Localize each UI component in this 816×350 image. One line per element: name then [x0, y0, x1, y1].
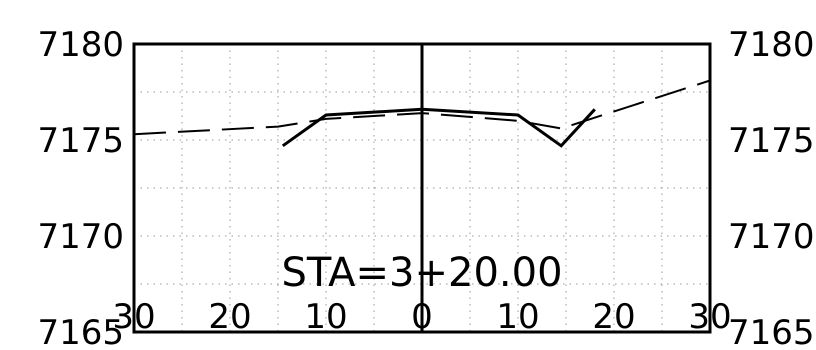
y-tick-label-left: 7180	[37, 25, 124, 65]
y-axis-labels-left: 7165 7170 7175 7180	[37, 25, 124, 350]
x-tick-label: 10	[496, 297, 539, 337]
y-tick-label-left: 7175	[37, 121, 124, 161]
grid-lines	[134, 44, 710, 332]
y-tick-label-right: 7175	[728, 121, 815, 161]
station-label: STA=3+20.00	[281, 250, 562, 296]
y-axis-labels-right: 7165 7170 7175 7180	[728, 25, 815, 350]
x-tick-label: 10	[304, 297, 347, 337]
x-tick-label: 0	[411, 297, 433, 337]
y-tick-label-right: 7170	[728, 217, 815, 257]
y-tick-label-right: 7180	[728, 25, 815, 65]
x-tick-label: 30	[112, 297, 155, 337]
x-axis-labels: 30 20 10 0 10 20 30	[112, 297, 731, 337]
y-tick-label-right: 7165	[728, 313, 815, 350]
x-tick-label: 20	[208, 297, 251, 337]
x-tick-label: 30	[688, 297, 731, 337]
y-tick-label-left: 7170	[37, 217, 124, 257]
x-tick-label: 20	[592, 297, 635, 337]
y-tick-label-left: 7165	[37, 313, 124, 350]
